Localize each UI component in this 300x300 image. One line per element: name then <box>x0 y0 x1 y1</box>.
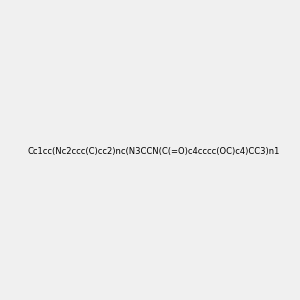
Text: Cc1cc(Nc2ccc(C)cc2)nc(N3CCN(C(=O)c4cccc(OC)c4)CC3)n1: Cc1cc(Nc2ccc(C)cc2)nc(N3CCN(C(=O)c4cccc(… <box>28 147 280 156</box>
